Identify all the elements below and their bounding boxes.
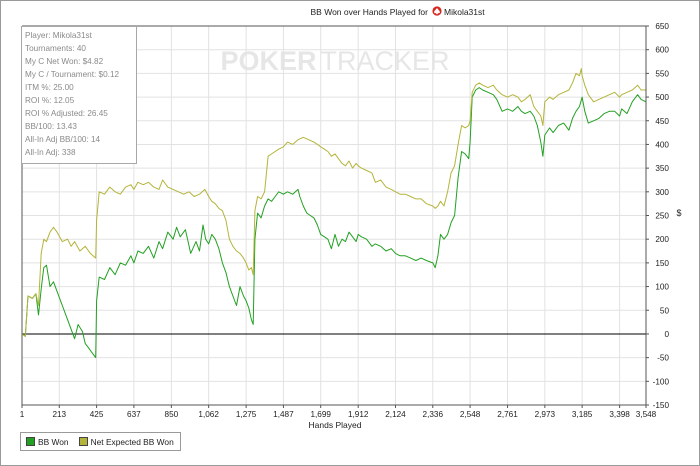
y-tick-label: -150 — [653, 401, 670, 410]
x-tick-label: 3,185 — [572, 410, 593, 419]
x-tick-label: 1,275 — [236, 410, 257, 419]
chart-title-player: Mikola31st — [444, 7, 485, 17]
x-tick-label: 2,336 — [423, 410, 444, 419]
y-tick-label: 250 — [655, 212, 669, 221]
stats-line-1: Tournaments: 40 — [25, 44, 86, 53]
chart-title: BB Won over Hands Played for Mikola31st — [311, 6, 485, 17]
x-tick-labels: 1 213 425 637 850 1,062 1,275 1,487 1,699 1,912 2,… — [20, 410, 657, 419]
series-lines — [21, 68, 647, 359]
stats-line-0: Player: Mikola31st — [25, 31, 92, 40]
watermark: POKER TRACKER — [220, 46, 449, 76]
y-axis-label: $ — [676, 208, 681, 218]
legend-label-net-expected: Net Expected BB Won — [90, 436, 174, 447]
y-tick-label: 0 — [664, 330, 669, 339]
legend-label-bb-won: BB Won — [38, 436, 69, 447]
player-stats-box: Player: Mikola31st Tournaments: 40 My C Ne… — [21, 26, 137, 164]
legend-swatch-bb-won — [26, 437, 35, 446]
legend-swatch-net-expected — [78, 437, 88, 446]
stats-line-4: ITM %: 25.00 — [25, 83, 74, 92]
x-tick-label: 3,548 — [636, 410, 657, 419]
chart-title-text: BB Won over Hands Played for — [311, 7, 429, 17]
y-tick-label: 50 — [660, 306, 670, 315]
y-tick-label: 600 — [655, 46, 669, 55]
y-tick-label: 650 — [655, 22, 669, 31]
y-tick-label: 500 — [655, 93, 669, 102]
x-tick-label: 1,912 — [348, 410, 369, 419]
x-tick-label: 2,548 — [460, 410, 481, 419]
pokerstars-spade-icon — [432, 6, 442, 16]
series-line-bb-won — [21, 87, 647, 359]
x-tick-label: 3,398 — [609, 410, 630, 419]
y-tick-labels: 650600550500450400350300250200150100500-… — [653, 22, 670, 410]
y-tick-label: 100 — [655, 283, 669, 292]
legend-item-bb-won[interactable]: BB Won — [26, 437, 69, 447]
stats-line-2: My C Net Won: $4.82 — [25, 57, 104, 66]
x-tick-label: 1,487 — [273, 410, 294, 419]
y-tick-label: 400 — [655, 140, 669, 149]
stats-line-7: BB/100: 13.43 — [25, 122, 77, 131]
series-line-net-expected — [21, 68, 646, 337]
y-tick-label: -50 — [657, 354, 669, 363]
x-tick-label: 213 — [52, 410, 66, 419]
stats-line-5: ROI %: 12.05 — [25, 96, 75, 105]
y-tick-label: 450 — [655, 117, 669, 126]
y-tick-label: 200 — [655, 235, 669, 244]
legend: BB Won Net Expected BB Won — [20, 432, 181, 451]
stats-line-3: My C / Tournament: $0.12 — [25, 70, 120, 79]
x-tick-label: 2,124 — [385, 410, 406, 419]
y-tick-label: 350 — [655, 164, 669, 173]
y-tick-label: 150 — [655, 259, 669, 268]
x-tick-label: 850 — [165, 410, 179, 419]
stats-line-8: All-In Adj BB/100: 14 — [25, 135, 101, 144]
x-tick-label: 1,062 — [198, 410, 219, 419]
x-tick-label: 1 — [20, 410, 25, 419]
y-tick-label: 300 — [655, 188, 669, 197]
x-tick-label: 2,973 — [535, 410, 556, 419]
y-tick-label: 550 — [655, 69, 669, 78]
x-tick-label: 637 — [127, 410, 141, 419]
x-tick-label: 1,699 — [310, 410, 331, 419]
stats-line-6: ROI % Adjusted: 26.45 — [25, 109, 108, 118]
y-tick-label: -100 — [653, 377, 670, 386]
x-axis-label: Hands Played — [309, 420, 362, 430]
stats-line-9: All-In Adj: 338 — [25, 148, 76, 157]
x-tick-label: 2,761 — [497, 410, 518, 419]
x-tick-label: 425 — [90, 410, 104, 419]
legend-item-net-expected[interactable]: Net Expected BB Won — [78, 436, 174, 447]
